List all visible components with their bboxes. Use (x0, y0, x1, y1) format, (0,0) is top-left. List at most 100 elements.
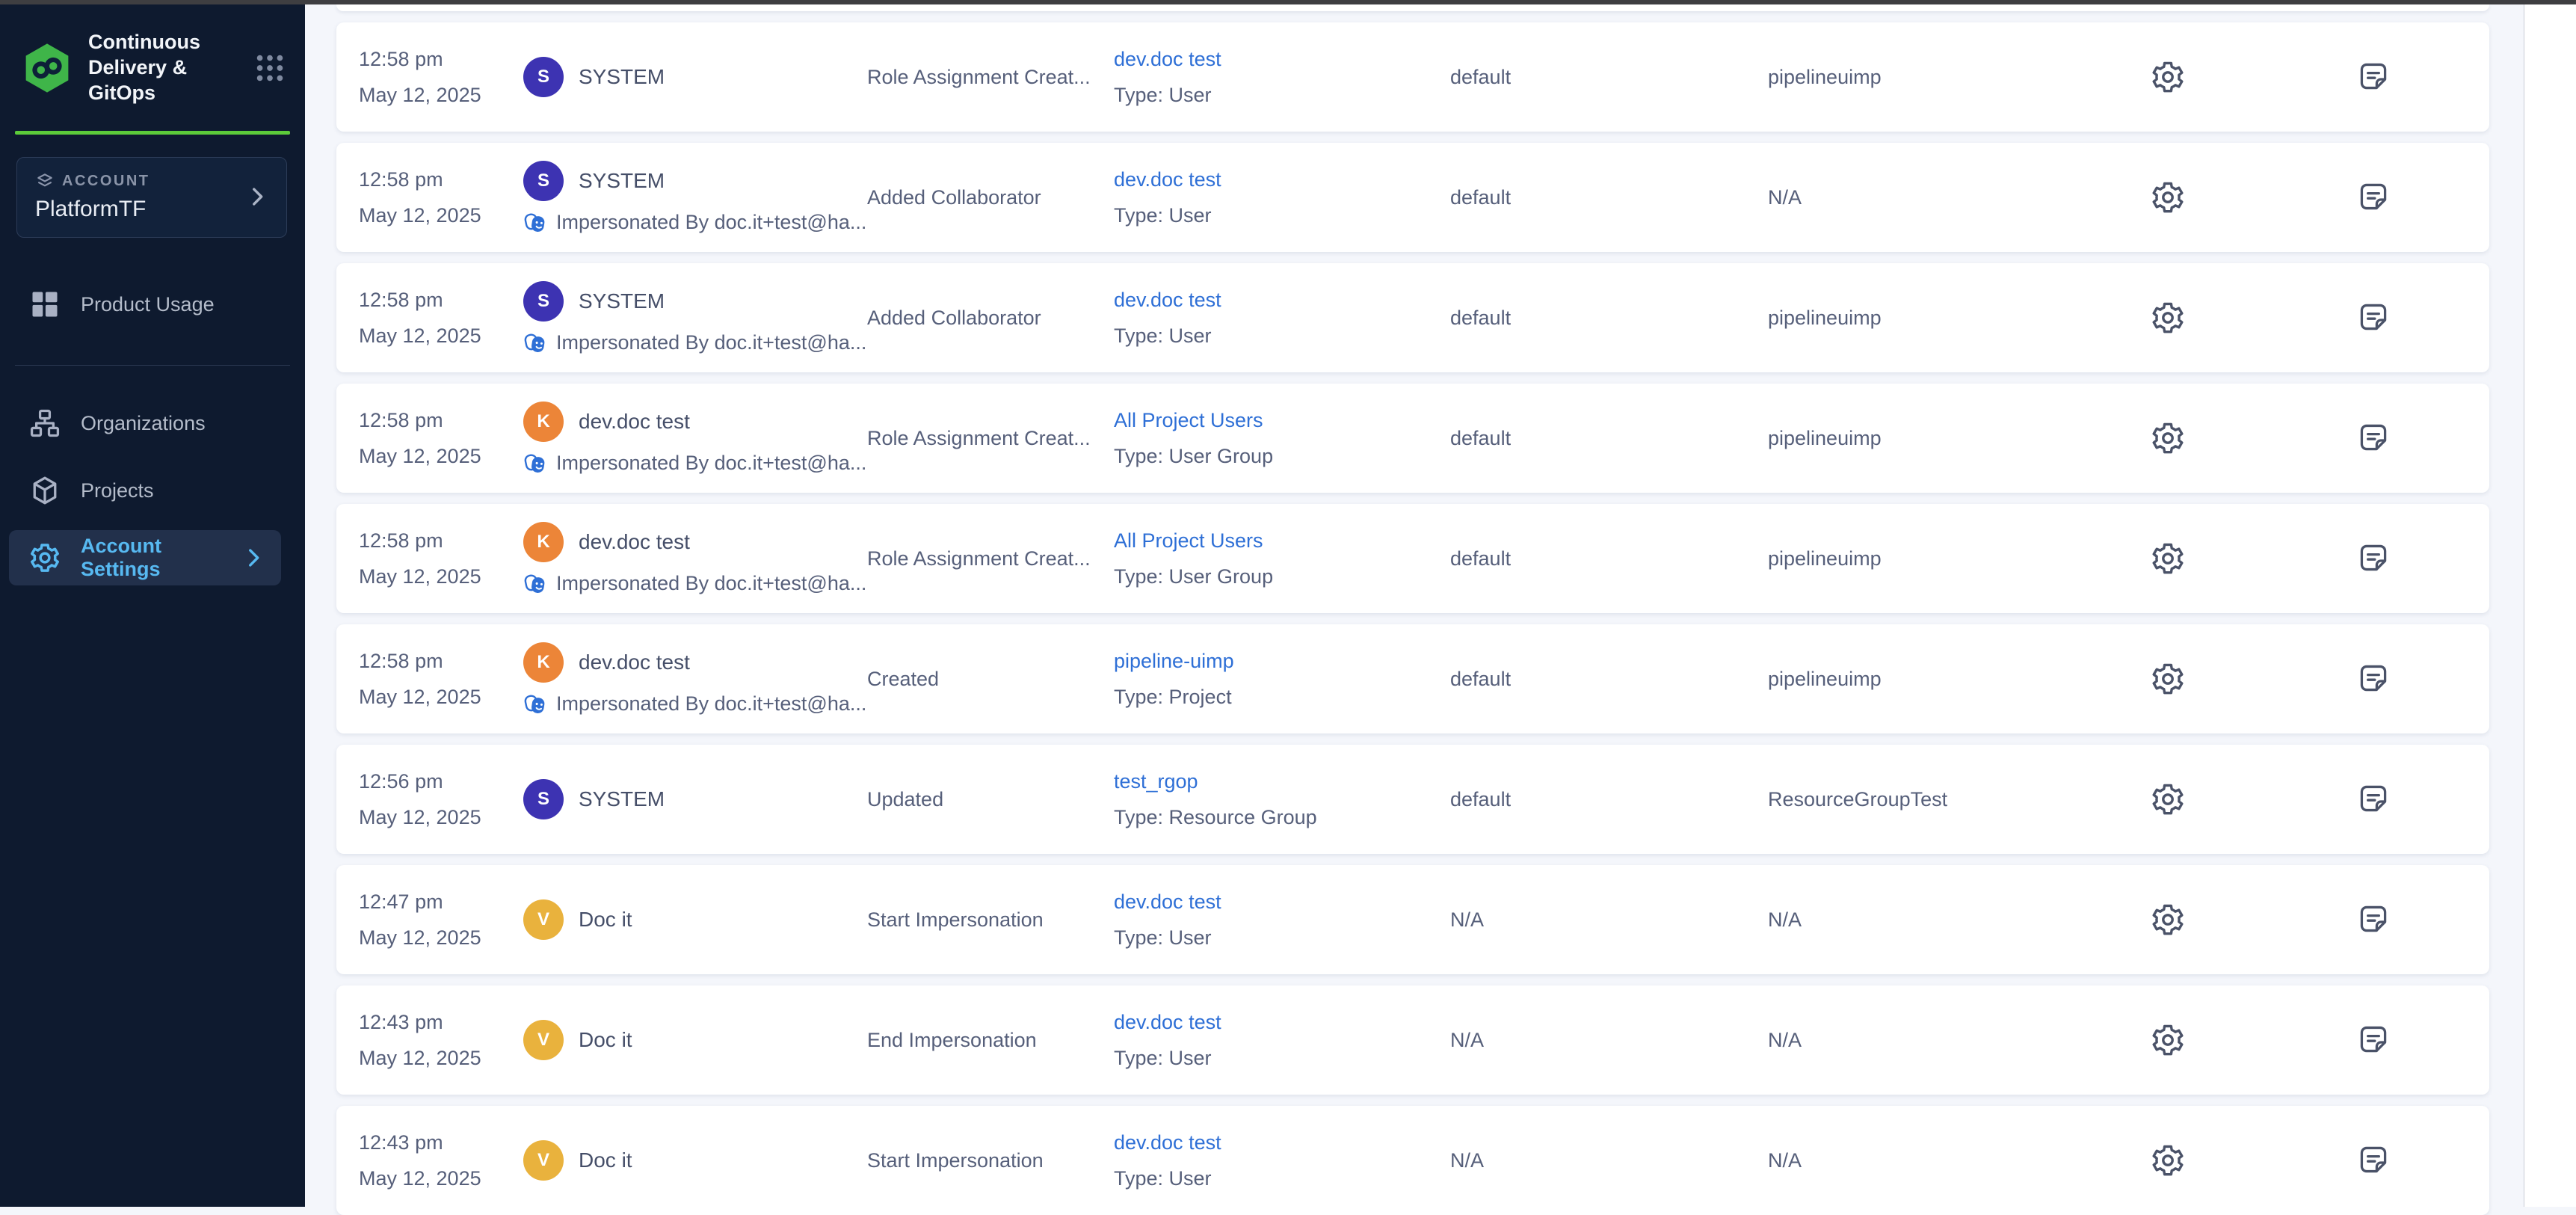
account-selector[interactable]: ACCOUNT PlatformTF (16, 157, 287, 239)
action-cell: Role Assignment Creat... (867, 426, 1091, 449)
note-icon (2360, 304, 2387, 330)
sidebar-item-product-usage[interactable]: Product Usage (0, 277, 305, 332)
event-date: May 12, 2025 (359, 83, 481, 106)
resource-link[interactable]: All Project Users (1114, 529, 1263, 552)
resource-type: Type: User (1114, 1046, 1212, 1069)
event-summary-button[interactable] (2355, 661, 2391, 697)
row-settings-button[interactable] (2150, 59, 2186, 95)
module-picker-grid-icon[interactable] (253, 51, 287, 85)
resource-link[interactable]: dev.doc test (1114, 890, 1221, 913)
gear-icon (2152, 302, 2184, 333)
resource-link[interactable]: dev.doc test (1114, 1131, 1221, 1154)
resource-cell: dev.doc test Type: User (1114, 48, 1450, 107)
event-date: May 12, 2025 (359, 444, 481, 467)
resource-link[interactable]: All Project Users (1114, 408, 1263, 431)
impersonation-line: Impersonated By doc.it+test@ha... (523, 572, 867, 596)
sidebar-item-label: Account Settings (81, 535, 161, 581)
event-time: 12:58 pm (359, 47, 443, 70)
event-date: May 12, 2025 (359, 565, 481, 588)
note-icon (2360, 1146, 2387, 1172)
resource-link[interactable]: dev.doc test (1114, 1010, 1221, 1033)
gear-icon (2152, 61, 2184, 93)
row-settings-button[interactable] (2150, 1142, 2186, 1178)
row-settings-button[interactable] (2150, 781, 2186, 817)
sidebar-item-organizations[interactable]: Organizations (0, 396, 305, 451)
action-cell: Added Collaborator (867, 185, 1041, 209)
row-settings-button[interactable] (2150, 541, 2186, 576)
resource-link[interactable]: dev.doc test (1114, 288, 1221, 311)
timestamp-cell: 12:58 pm May 12, 2025 (359, 409, 523, 468)
avatar: S (523, 57, 564, 97)
resource-link[interactable]: dev.doc test (1114, 47, 1221, 70)
organization-cell: default (1450, 65, 1512, 88)
gear-icon (2152, 784, 2184, 815)
avatar: S (523, 160, 564, 201)
event-summary-button[interactable] (2355, 781, 2391, 817)
impersonated-by-text: Impersonated By doc.it+test@ha... (556, 452, 867, 474)
action-cell: Role Assignment Creat... (867, 547, 1091, 570)
gear-icon (28, 541, 61, 574)
row-settings-button[interactable] (2150, 179, 2186, 215)
user-name: Doc it (579, 1028, 632, 1051)
theater-masks-icon (524, 695, 545, 713)
impersonated-by-text: Impersonated By doc.it+test@ha... (556, 331, 867, 354)
impersonation-line: Impersonated By doc.it+test@ha... (523, 211, 867, 235)
resource-cell: dev.doc test Type: User (1114, 1011, 1450, 1070)
project-cell: pipelineuimp (1768, 667, 1882, 690)
resource-type: Type: User (1114, 83, 1212, 106)
impersonation-line: Impersonated By doc.it+test@ha... (523, 331, 867, 355)
sidebar-item-label: Product Usage (81, 292, 215, 316)
organization-cell: default (1450, 667, 1512, 690)
row-settings-button[interactable] (2150, 661, 2186, 697)
timestamp-cell: 12:58 pm May 12, 2025 (359, 650, 523, 709)
row-settings-button[interactable] (2150, 300, 2186, 336)
note-icon (2360, 544, 2387, 570)
row-settings-button[interactable] (2150, 420, 2186, 456)
account-scope-label: ACCOUNT (62, 172, 150, 189)
note-icon (2360, 424, 2387, 450)
event-summary-button[interactable] (2355, 59, 2391, 95)
resource-cell: dev.doc test Type: User (1114, 168, 1450, 227)
avatar: K (523, 521, 564, 562)
action-cell: Updated (867, 787, 944, 810)
user-name: Doc it (579, 1148, 632, 1172)
sidebar-item-projects[interactable]: Projects (0, 463, 305, 518)
user-name: SYSTEM (579, 168, 665, 192)
organization-cell: default (1450, 787, 1512, 810)
avatar: V (523, 1020, 564, 1060)
event-summary-button[interactable] (2355, 300, 2391, 336)
note-icon (2360, 63, 2387, 89)
event-time: 12:58 pm (359, 529, 443, 552)
timestamp-cell: 12:56 pm May 12, 2025 (359, 770, 523, 829)
user-name: Doc it (579, 908, 632, 931)
event-summary-button[interactable] (2355, 541, 2391, 576)
event-time: 12:43 pm (359, 1131, 443, 1154)
resource-link[interactable]: test_rgop (1114, 769, 1198, 793)
project-cell: pipelineuimp (1768, 426, 1882, 449)
organization-cell: N/A (1450, 1148, 1485, 1172)
event-summary-button[interactable] (2355, 420, 2391, 456)
timestamp-cell: 12:47 pm May 12, 2025 (359, 891, 523, 950)
organization-cell: N/A (1450, 908, 1485, 931)
row-settings-button[interactable] (2150, 902, 2186, 938)
audit-row: 12:58 pm May 12, 2025 K dev.doc test Imp… (336, 624, 2489, 733)
sidebar-item-account-settings[interactable]: Account Settings (9, 530, 281, 586)
sidebar-item-label: Projects (81, 479, 154, 502)
row-settings-button[interactable] (2150, 1022, 2186, 1058)
event-summary-button[interactable] (2355, 1022, 2391, 1058)
sidebar-item-label: Organizations (81, 411, 206, 434)
event-summary-button[interactable] (2355, 179, 2391, 215)
resource-type: Type: User Group (1114, 444, 1274, 467)
resource-link[interactable]: pipeline-uimp (1114, 649, 1234, 672)
layers-icon (37, 173, 52, 187)
audit-rows: 12:58 pm May 12, 2025 S SYSTEM Role Assi… (305, 22, 2576, 1215)
event-summary-button[interactable] (2355, 902, 2391, 938)
resource-cell: pipeline-uimp Type: Project (1114, 650, 1450, 709)
resource-link[interactable]: dev.doc test (1114, 167, 1221, 191)
action-cell: Start Impersonation (867, 908, 1044, 931)
event-date: May 12, 2025 (359, 1046, 481, 1069)
audit-row: 12:56 pm May 12, 2025 S SYSTEM Updated t… (336, 745, 2489, 854)
avatar: K (523, 401, 564, 442)
window-top-bar (0, 0, 2576, 4)
event-summary-button[interactable] (2355, 1142, 2391, 1178)
